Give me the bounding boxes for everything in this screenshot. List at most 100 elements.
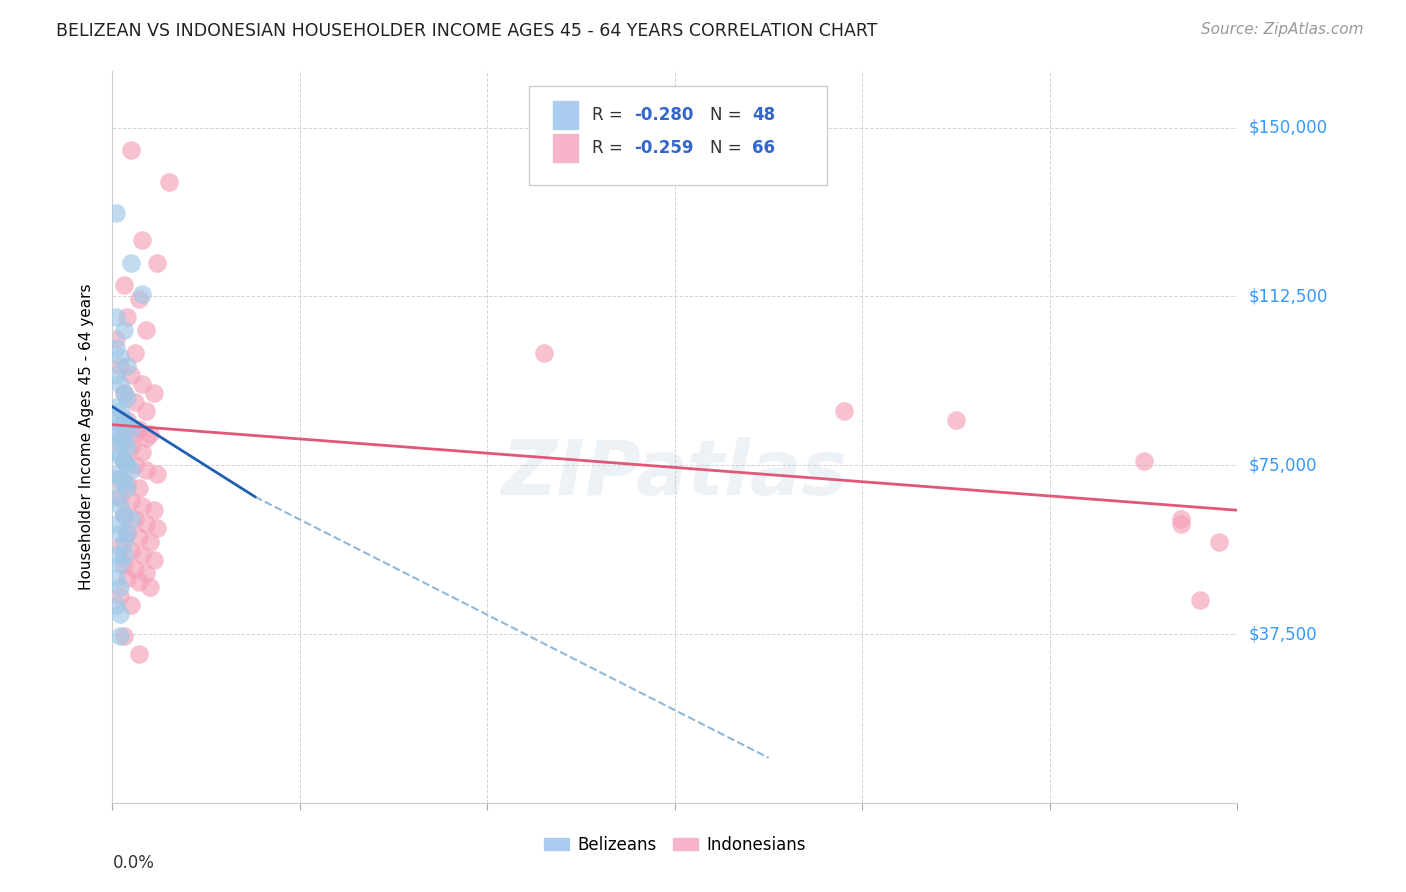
FancyBboxPatch shape: [554, 102, 578, 129]
Point: [832, 404, 855, 418]
Point: [117, 413, 139, 427]
Point: [117, 571, 139, 585]
Text: Source: ZipAtlas.com: Source: ZipAtlas.com: [1201, 22, 1364, 37]
Point: [146, 521, 169, 535]
Point: [108, 435, 131, 450]
Point: [112, 476, 135, 491]
Point: [105, 571, 128, 585]
Point: [124, 345, 146, 359]
Point: [112, 386, 135, 401]
Point: [128, 481, 150, 495]
Point: [142, 553, 165, 567]
Text: $37,500: $37,500: [1249, 625, 1317, 643]
Point: [139, 534, 162, 549]
Point: [117, 440, 139, 454]
Point: [117, 391, 139, 405]
Point: [128, 292, 150, 306]
Point: [108, 589, 131, 603]
Point: [112, 422, 135, 436]
Point: [112, 534, 135, 549]
Point: [117, 476, 139, 491]
Point: [124, 426, 146, 441]
Point: [105, 444, 128, 458]
Point: [131, 444, 153, 458]
Point: [105, 310, 128, 324]
Point: [128, 422, 150, 436]
Point: [108, 629, 131, 643]
Legend: Belizeans, Indonesians: Belizeans, Indonesians: [537, 829, 813, 860]
Point: [1188, 593, 1211, 607]
Point: [128, 647, 150, 661]
Point: [131, 377, 153, 392]
Point: [135, 463, 157, 477]
Point: [117, 458, 139, 473]
Point: [146, 255, 169, 269]
Text: -0.259: -0.259: [634, 139, 695, 157]
Text: $150,000: $150,000: [1249, 119, 1327, 136]
Point: [120, 543, 142, 558]
Point: [105, 516, 128, 531]
Point: [105, 467, 128, 482]
Point: [112, 548, 135, 562]
Y-axis label: Householder Income Ages 45 - 64 years: Householder Income Ages 45 - 64 years: [79, 284, 94, 591]
Point: [108, 525, 131, 540]
Point: [135, 516, 157, 531]
Point: [112, 278, 135, 293]
Point: [146, 467, 169, 482]
Point: [112, 386, 135, 401]
Point: [131, 548, 153, 562]
Point: [157, 175, 180, 189]
Point: [1132, 453, 1154, 467]
Point: [105, 548, 128, 562]
Point: [1170, 512, 1192, 526]
Point: [120, 494, 142, 508]
Point: [105, 341, 128, 355]
Point: [108, 431, 131, 445]
Text: -0.280: -0.280: [634, 106, 693, 124]
Text: 0.0%: 0.0%: [112, 854, 155, 872]
Point: [108, 558, 131, 572]
Text: $112,500: $112,500: [1249, 287, 1327, 305]
Point: [108, 377, 131, 392]
Point: [135, 431, 157, 445]
Point: [108, 417, 131, 432]
Point: [108, 490, 131, 504]
Point: [135, 323, 157, 337]
Point: [124, 562, 146, 576]
Point: [108, 607, 131, 621]
Point: [108, 472, 131, 486]
Point: [112, 558, 135, 572]
Point: [120, 463, 142, 477]
Point: [124, 395, 146, 409]
Point: [142, 386, 165, 401]
Point: [1208, 534, 1230, 549]
FancyBboxPatch shape: [529, 86, 827, 185]
Point: [117, 359, 139, 374]
Text: N =: N =: [710, 106, 747, 124]
Point: [135, 566, 157, 581]
Point: [117, 525, 139, 540]
Point: [112, 453, 135, 467]
Point: [120, 143, 142, 157]
Point: [533, 345, 555, 359]
Point: [120, 255, 142, 269]
Point: [112, 453, 135, 467]
Point: [124, 458, 146, 473]
Point: [105, 413, 128, 427]
Text: R =: R =: [592, 106, 627, 124]
Point: [108, 499, 131, 513]
Point: [142, 503, 165, 517]
Point: [105, 400, 128, 414]
FancyBboxPatch shape: [554, 135, 578, 162]
Text: 48: 48: [752, 106, 776, 124]
Text: $75,000: $75,000: [1249, 456, 1317, 475]
Text: BELIZEAN VS INDONESIAN HOUSEHOLDER INCOME AGES 45 - 64 YEARS CORRELATION CHART: BELIZEAN VS INDONESIAN HOUSEHOLDER INCOM…: [56, 22, 877, 40]
Point: [105, 206, 128, 220]
Point: [117, 417, 139, 432]
Point: [131, 287, 153, 301]
Point: [1170, 516, 1192, 531]
Point: [105, 332, 128, 346]
Point: [120, 598, 142, 612]
Point: [135, 404, 157, 418]
Point: [105, 368, 128, 383]
